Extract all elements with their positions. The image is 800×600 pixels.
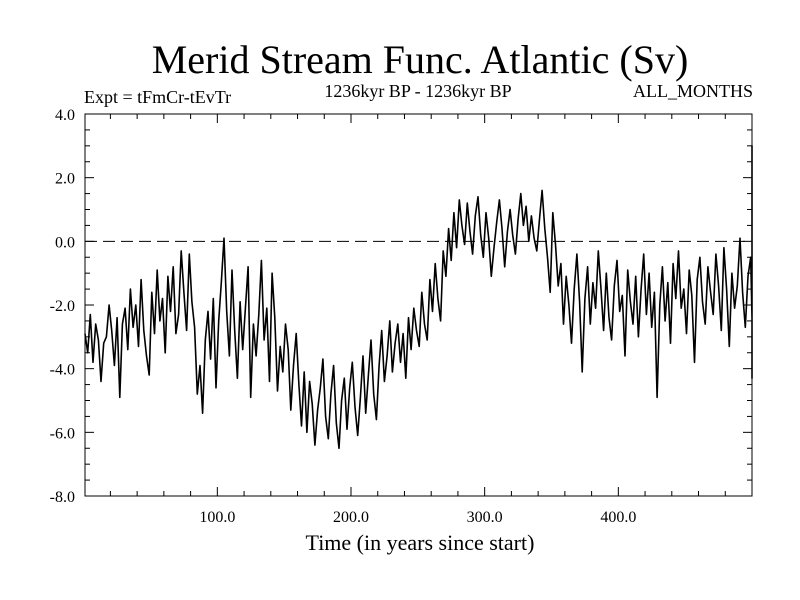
y-tick-label: -6.0 — [50, 425, 75, 442]
plot-frame — [84, 113, 753, 497]
period-label: 1236kyr BP - 1236kyr BP — [324, 81, 511, 101]
x-tick-label: 100.0 — [199, 509, 235, 526]
months-label: ALL_MONTHS — [633, 81, 753, 101]
x-tick-label: 300.0 — [467, 509, 503, 526]
chart-title: Merid Stream Func. Atlantic (Sv) — [152, 37, 689, 82]
y-tick-label: -2.0 — [50, 298, 75, 315]
y-tick-label: 0.0 — [55, 234, 75, 251]
series-line — [84, 145, 753, 450]
axis-ticks — [85, 113, 752, 497]
y-tick-label: 4.0 — [55, 107, 75, 124]
x-tick-label: 400.0 — [600, 509, 636, 526]
tick-labels: 100.0 200.0 300.0 400.0 4.0 2.0 0.0 -2.0 -4.0 -6.… — [50, 107, 637, 526]
y-tick-label: -8.0 — [50, 489, 75, 506]
y-tick-label: 2.0 — [55, 171, 75, 188]
experiment-label: Expt = tFmCr-tEvTr — [84, 87, 231, 107]
x-tick-label: 200.0 — [333, 509, 369, 526]
y-tick-label: -4.0 — [50, 362, 75, 379]
x-axis-title: Time (in years since start) — [306, 530, 535, 555]
